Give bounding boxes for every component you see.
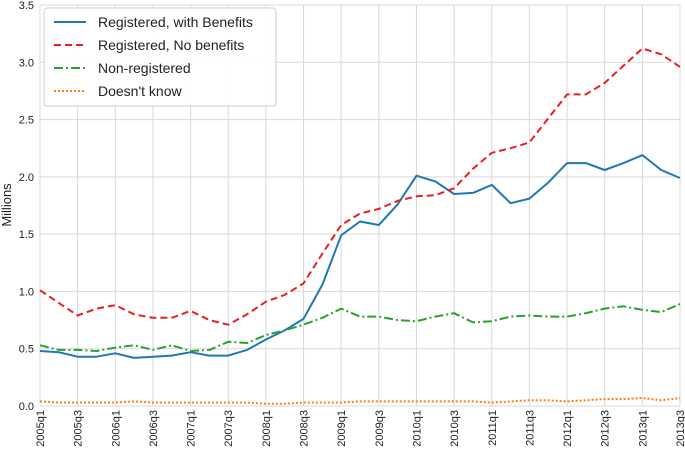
x-tick-label: 2007q1	[186, 410, 198, 447]
series-line-2	[39, 303, 681, 352]
legend-label-3: Doesn't know	[98, 83, 182, 99]
x-tick-label: 2013q1	[637, 410, 649, 447]
x-tick-label: 2011q3	[524, 410, 536, 446]
legend: Registered, with Benefits Registered, No …	[43, 7, 277, 107]
x-tick-label: 2006q3	[148, 410, 160, 447]
x-tick-label: 2012q1	[562, 410, 574, 447]
x-tick-label: 2009q3	[374, 410, 386, 447]
y-tick-label: 3.5	[19, 0, 34, 12]
x-tick-label: 2013q3	[675, 410, 685, 447]
y-tick-label: 0.5	[19, 344, 34, 356]
x-tick-label: 2007q3	[223, 410, 235, 447]
x-tick-label: 2005q3	[73, 410, 85, 447]
legend-label-0: Registered, with Benefits	[98, 14, 253, 30]
series-line-0	[39, 154, 681, 359]
x-tick-label: 2008q1	[261, 410, 273, 447]
y-axis-title: Millions	[0, 183, 14, 227]
x-tick-label: 2010q1	[411, 410, 423, 447]
legend-label-1: Registered, No benefits	[98, 37, 244, 53]
legend-box	[43, 7, 277, 107]
x-tick-label: 2010q3	[449, 410, 461, 447]
series-lines	[39, 47, 681, 405]
y-tick-label: 2.0	[19, 172, 34, 184]
x-tick-label: 2006q1	[110, 410, 122, 447]
x-tick-label: 2008q3	[299, 410, 311, 447]
y-tick-label: 1.5	[19, 229, 34, 241]
y-tick-label: 2.5	[19, 115, 34, 127]
x-tick-label: 2005q1	[35, 410, 47, 447]
series-line-3	[39, 397, 681, 405]
legend-label-2: Non-registered	[98, 60, 191, 76]
y-tick-label: 1.0	[19, 286, 34, 298]
x-tick-label: 2009q1	[336, 410, 348, 447]
axes: 0.0 0.5 1.0 1.5 2.0 2.5 3.0 3.5 2005q1 2005q3 2006…	[19, 0, 685, 447]
x-tick-label: 2012q3	[600, 410, 612, 447]
y-tick-label: 3.0	[19, 57, 34, 69]
x-tick-label: 2011q1	[487, 410, 499, 446]
y-tick-label: 0.0	[19, 401, 34, 413]
